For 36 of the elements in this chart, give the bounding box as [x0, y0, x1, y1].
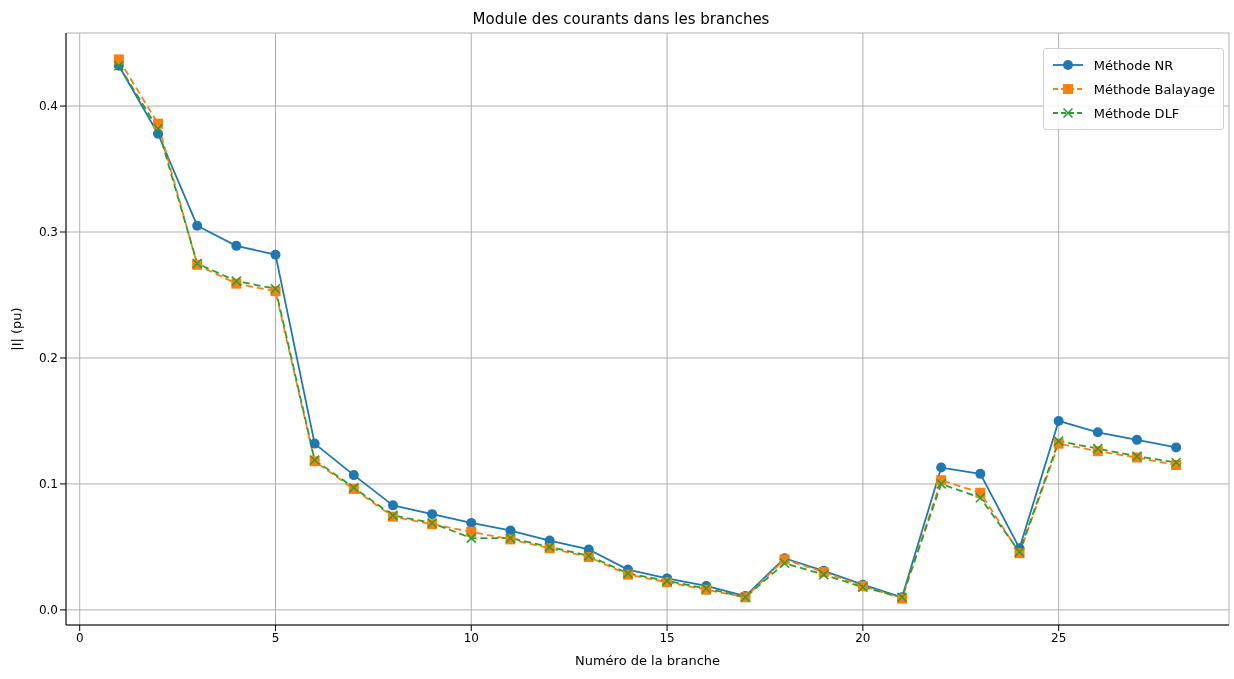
point — [270, 249, 281, 260]
point — [231, 240, 242, 251]
legend-label: Méthode Balayage — [1093, 81, 1215, 97]
point — [192, 220, 203, 231]
point — [466, 517, 477, 528]
x-axis-title: Numéro de la branche — [574, 653, 721, 668]
point — [152, 123, 164, 135]
point — [1092, 427, 1103, 438]
point — [348, 470, 359, 481]
x-tick-label: 0 — [75, 630, 84, 645]
point — [387, 500, 398, 511]
legend-label: Méthode NR — [1093, 57, 1174, 73]
point — [309, 438, 320, 449]
point — [936, 462, 947, 473]
point — [779, 557, 790, 569]
x-tick-label: 25 — [1051, 630, 1067, 645]
point — [1053, 415, 1064, 426]
point — [1131, 434, 1142, 445]
point — [1171, 442, 1182, 453]
x-tick-label: 10 — [463, 630, 479, 645]
point — [427, 509, 438, 520]
legend-label: Méthode DLF — [1093, 105, 1180, 121]
y-tick-label: 0.4 — [38, 99, 58, 114]
y-tick-label: 0.0 — [38, 603, 58, 618]
point — [975, 492, 986, 504]
point — [935, 478, 947, 490]
y-tick-label: 0.1 — [38, 477, 58, 492]
y-axis-title: |I| (pu) — [8, 307, 24, 351]
x-tick-label: 5 — [271, 630, 280, 645]
point — [465, 532, 477, 544]
point — [975, 468, 986, 479]
x-tick-label: 20 — [855, 630, 871, 645]
y-tick-label: 0.2 — [38, 351, 58, 366]
chart-title: Module des courants dans les branches — [471, 9, 771, 30]
x-tick-label: 15 — [659, 630, 675, 645]
y-tick-label: 0.3 — [38, 225, 58, 240]
